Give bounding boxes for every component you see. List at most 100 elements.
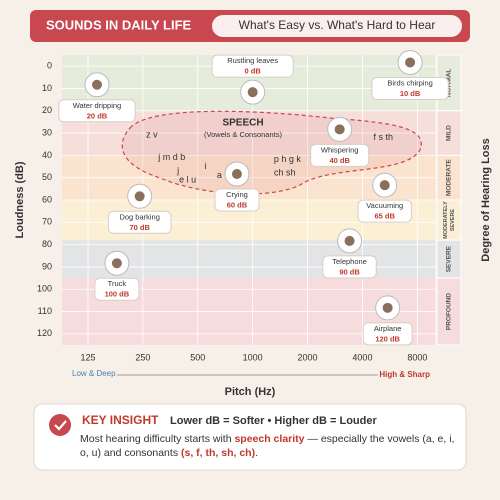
- y-tick-label: 80: [42, 239, 52, 249]
- sound-point: [357, 199, 412, 223]
- sound-value: 100 dB: [105, 290, 130, 299]
- speech-sound: a r: [217, 170, 228, 180]
- check-mark: [54, 420, 67, 431]
- sound-point: [94, 277, 140, 301]
- insight-text: Most hearing difficulty starts with: [80, 433, 235, 445]
- x-tick-label: 2000: [298, 352, 318, 362]
- y-tick-label: 50: [42, 172, 52, 182]
- insight-body-box: Most hearing difficulty starts with spee…: [80, 432, 460, 460]
- sound-name: Crying: [226, 190, 248, 199]
- y-tick-label: 60: [42, 194, 52, 204]
- y-tick-label: 40: [42, 150, 52, 160]
- speech-subtitle: (Vowels & Consonants): [204, 130, 282, 139]
- speech-sound: j m d b: [157, 152, 185, 162]
- speech-sound: ch sh: [274, 168, 296, 178]
- band-label-cell: [436, 277, 462, 346]
- y-tick-label: 70: [42, 217, 52, 227]
- sound-name: Truck: [108, 279, 127, 288]
- overlay: z v j m d b je l u i a r p h g k ch sh f s th Wa…: [58, 49, 449, 346]
- y-tick-label: 120: [37, 328, 52, 338]
- insight-summary: Lower dB = Softer • Higher dB = Louder: [170, 415, 377, 427]
- sound-value: 40 dB: [329, 156, 350, 165]
- sound-value: 60 dB: [227, 200, 248, 209]
- band-label: NORMAL: [446, 69, 453, 98]
- sound-icon-dot: [247, 87, 258, 98]
- sound-point: [322, 255, 377, 279]
- y-tick-label: 110: [38, 306, 52, 316]
- y-axis-label: Loudness (dB): [14, 161, 26, 238]
- sound-point: [58, 99, 136, 123]
- check-icon: [49, 414, 71, 436]
- x-tick-label: 4000: [352, 352, 372, 362]
- insight-text: — especially the vowels (a, e, i, o, u) …: [80, 433, 455, 459]
- arrow-right: [424, 372, 430, 378]
- sound-icon-dot: [334, 124, 345, 135]
- band-label: SEVERE: [450, 209, 456, 232]
- insight-title: KEY INSIGHT: [82, 413, 159, 427]
- sound-value: 120 dB: [375, 334, 400, 343]
- speech-sound: f s th: [373, 132, 393, 142]
- insight-text: (s, f, th, sh, ch): [181, 447, 256, 459]
- x-tick-label: 8000: [407, 352, 427, 362]
- x-axis-label: Pitch (Hz): [225, 386, 276, 398]
- sound-name: Dog barking: [119, 212, 159, 221]
- band-label-cell: [436, 239, 462, 279]
- y-tick-label: 90: [42, 261, 52, 271]
- sound-point: [211, 54, 294, 78]
- sound-value: 70 dB: [129, 223, 150, 232]
- y-tick-label: 30: [42, 127, 52, 137]
- sound-icon-dot: [382, 302, 393, 313]
- sound-icon-dot: [379, 180, 390, 191]
- title: SOUNDS IN DAILY LIFE: [46, 17, 192, 32]
- sound-point: [107, 210, 172, 234]
- y-tick-label: 100: [37, 284, 52, 294]
- insight-box: [33, 403, 467, 471]
- sound-name: Airplane: [374, 324, 402, 333]
- sound-icon-dot: [111, 258, 122, 269]
- y2-axis-label: Degree of Hearing Loss: [480, 138, 492, 261]
- sound-icon-dot: [134, 191, 145, 202]
- sound-value: 0 dB: [245, 67, 262, 76]
- x-tick-label: 250: [135, 352, 150, 362]
- sound-icon-dot: [344, 235, 355, 246]
- sound-point: [214, 188, 260, 212]
- band-label-cell: [436, 154, 462, 201]
- insight-text: .: [255, 447, 259, 459]
- sound-name: Vacuuming: [366, 201, 403, 210]
- subtitle: What's Easy vs. What's Hard to Hear: [239, 18, 436, 32]
- band-label: PROFOUND: [446, 293, 453, 331]
- insight-body: Most hearing difficulty starts with spee…: [80, 432, 460, 460]
- arrow-left: [72, 372, 78, 378]
- x-tick-label: 500: [190, 352, 205, 362]
- sound-icon-dot: [91, 79, 102, 90]
- speech-sound: z v: [146, 130, 158, 140]
- band-label: MILD: [446, 125, 453, 141]
- sound-value: 10 dB: [400, 89, 421, 98]
- sound-name: Whispering: [321, 145, 359, 154]
- speech-sound: i: [204, 161, 206, 171]
- sound-value: 65 dB: [375, 212, 396, 221]
- sound-icon-dot: [405, 57, 416, 68]
- y-tick-label: 0: [47, 61, 52, 71]
- sound-value: 20 dB: [87, 111, 108, 120]
- y-tick-label: 20: [42, 105, 52, 115]
- band-label: MODERATELY: [443, 201, 449, 239]
- speech-title: SPEECH: [222, 118, 263, 129]
- sound-point: [371, 76, 449, 100]
- sound-point: [362, 322, 413, 346]
- insight-text: speech clarity: [234, 433, 305, 445]
- sound-point: [310, 143, 370, 167]
- speech-sound: p h g k: [274, 154, 302, 164]
- band-label: MODERATE: [446, 159, 453, 196]
- sound-name: Rustling leaves: [227, 56, 278, 65]
- subtitle-pill: [212, 15, 462, 37]
- x-tick-label: 125: [80, 352, 95, 362]
- low-label: Low & Deep: [72, 369, 116, 378]
- y-tick-label: 10: [42, 83, 52, 93]
- sound-name: Birds chirping: [387, 78, 432, 87]
- sound-name: Water dripping: [73, 101, 122, 110]
- band-label: SEVERE: [446, 245, 453, 272]
- sound-name: Telephone: [332, 257, 367, 266]
